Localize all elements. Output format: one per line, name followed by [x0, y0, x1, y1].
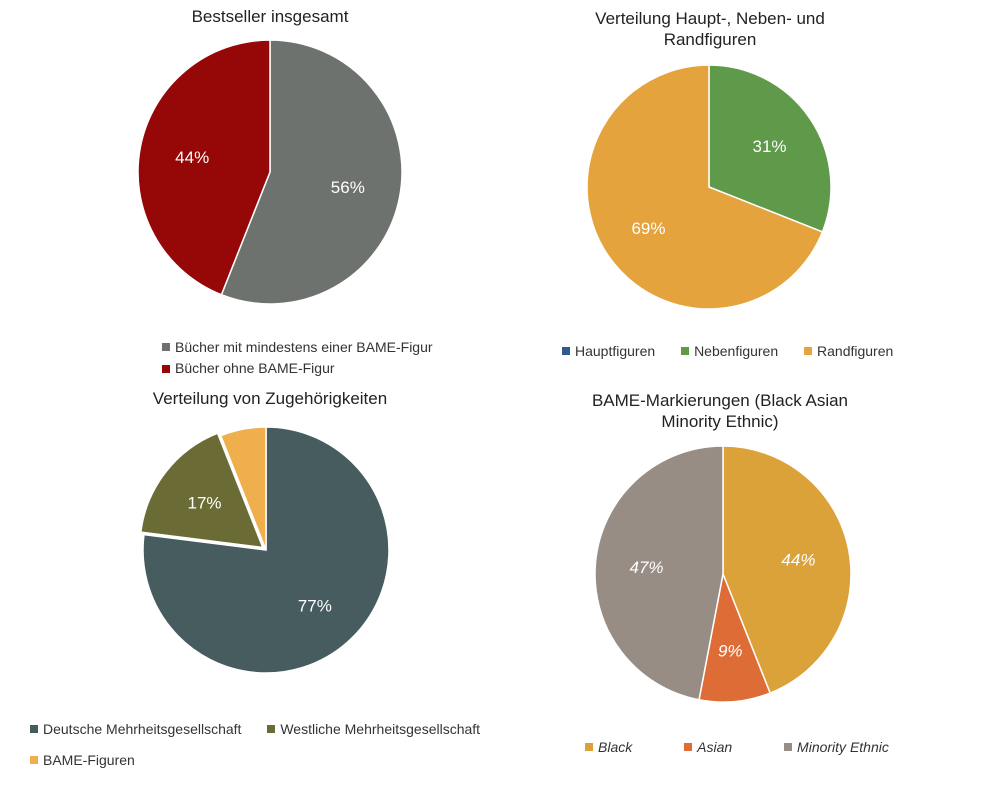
chart2-title: Verteilung Haupt-, Neben- und Randfigure… [530, 8, 890, 50]
chart4-title: BAME-Markierungen (Black Asian Minority … [530, 390, 910, 432]
legend-label: Black [598, 738, 633, 755]
chart3-title: Verteilung von Zugehörigkeiten [152, 389, 388, 408]
chart2-title-text: Verteilung Haupt-, Neben- und Randfigure… [595, 9, 825, 49]
pie-slice-randfiguren [586, 64, 824, 310]
legend-item: Hauptfiguren [562, 341, 655, 362]
data-label: 56% [331, 178, 365, 197]
data-label: 47% [630, 558, 664, 577]
pie-slice-b-cher-mit-mindestens-einer-bame-figur [220, 39, 403, 305]
legend-item: Randfiguren [804, 341, 893, 362]
legend-label: BAME-Figuren [43, 752, 135, 768]
data-label: 44% [175, 148, 209, 167]
legend-swatch [562, 347, 570, 355]
legend-swatch [585, 743, 593, 751]
legend-label: Randfiguren [817, 342, 894, 359]
legend-label: Asian [697, 738, 733, 755]
legend-swatch [162, 364, 170, 373]
legend-item: Westliche Mehrheitsgesellschaft [267, 714, 480, 744]
legend-label: Deutsche Mehrheitsgesellschaft [43, 721, 242, 737]
pie-slice-bame-figuren [219, 426, 267, 551]
pie-slice-black [722, 445, 852, 694]
legend-item: Bücher mit mindestens einer BAME-Figur [162, 337, 433, 358]
pie-slice-westliche-mehrheitsgesellschaft [139, 432, 265, 549]
data-label: 44% [781, 551, 815, 570]
legend-item: Black [585, 737, 632, 758]
legend-swatch [162, 343, 170, 351]
legend-item: Nebenfiguren [681, 341, 778, 362]
chart4-legend: Black Asian Minority Ethnic [585, 736, 911, 758]
legend-swatch [804, 347, 813, 355]
legend-swatch [30, 725, 38, 733]
legend-item: Deutsche Mehrheitsgesellschaft [30, 714, 241, 744]
chart2-legend: Hauptfiguren Nebenfiguren Randfiguren [562, 340, 915, 362]
legend-swatch [30, 756, 38, 764]
data-label: 9% [718, 641, 743, 660]
legend-label: Minority Ethnic [797, 738, 889, 755]
legend-label: Bücher mit mindestens einer BAME-Figur [175, 338, 433, 355]
data-label: 69% [631, 219, 665, 238]
pie-slice-b-cher-ohne-bame-figur [137, 39, 271, 296]
data-label: 17% [188, 493, 222, 512]
legend-label: Hauptfiguren [575, 342, 656, 359]
legend-swatch [784, 743, 793, 751]
pie-slice-minority-ethnic [594, 445, 724, 701]
chart1-title: Bestseller insgesamt [191, 7, 349, 26]
legend-label: Bücher ohne BAME-Figur [175, 360, 335, 376]
data-label: 77% [298, 596, 332, 615]
legend-item: Minority Ethnic [784, 737, 889, 758]
legend-label: Nebenfiguren [694, 342, 779, 359]
legend-item: BAME-Figuren [30, 745, 135, 775]
data-label: 31% [753, 137, 787, 156]
chart1-legend: Bücher mit mindestens einer BAME-Figur B… [162, 336, 455, 379]
legend-item: Asian [684, 737, 732, 758]
legend-label: Westliche Mehrheitsgesellschaft [280, 721, 481, 737]
legend-item: Bücher ohne BAME-Figur [162, 358, 335, 379]
chart4-title-text: BAME-Markierungen (Black Asian Minority … [591, 391, 849, 431]
chart3-legend: Deutsche Mehrheitsgesellschaft Westliche… [30, 713, 502, 775]
legend-swatch [681, 347, 690, 355]
legend-swatch [267, 725, 276, 733]
pie-slice-nebenfiguren [708, 64, 832, 233]
legend-swatch [684, 743, 693, 751]
